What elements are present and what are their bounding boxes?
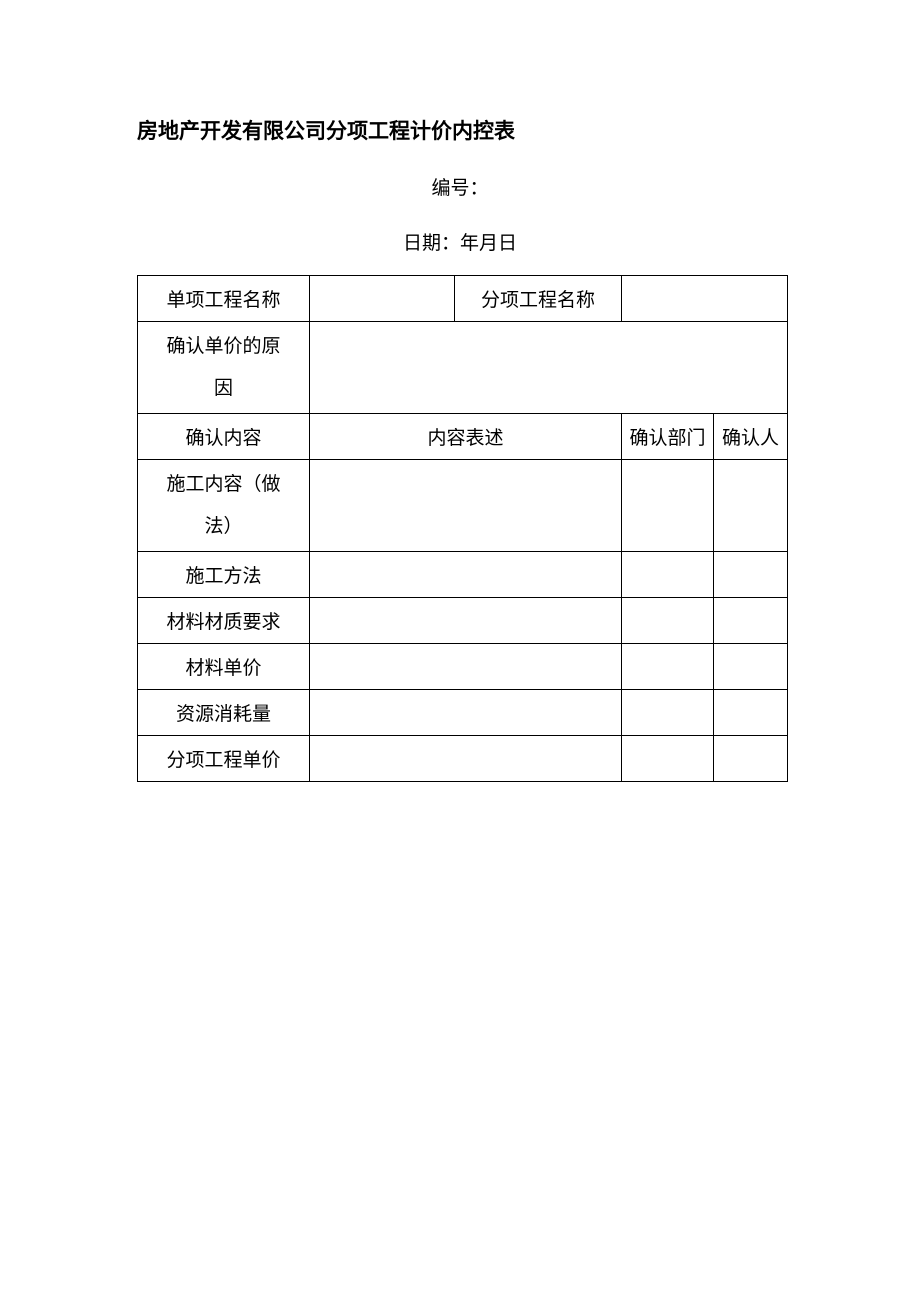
cell-confirm-content-header: 确认内容	[138, 414, 310, 460]
cell-construction-method-person	[714, 552, 788, 598]
cell-material-req-person	[714, 598, 788, 644]
cell-sub-project-name-label: 分项工程名称	[455, 276, 622, 322]
table-row: 施工内容（做法）	[138, 460, 788, 552]
form-table: 单项工程名称 分项工程名称 确认单价的原因 确认内容 内容表述 确认部门 确认人…	[137, 275, 788, 782]
table-row: 材料材质要求	[138, 598, 788, 644]
table-row: 确认内容 内容表述 确认部门 确认人	[138, 414, 788, 460]
cell-construction-method-dept	[622, 552, 714, 598]
cell-construction-content-label: 施工内容（做法）	[138, 460, 310, 552]
table-row: 施工方法	[138, 552, 788, 598]
cell-resource-consumption-label: 资源消耗量	[138, 690, 310, 736]
table-row: 单项工程名称 分项工程名称	[138, 276, 788, 322]
cell-subitem-price-dept	[622, 736, 714, 782]
cell-confirm-dept-header: 确认部门	[622, 414, 714, 460]
cell-material-price-dept	[622, 644, 714, 690]
cell-sub-project-name-value	[622, 276, 788, 322]
cell-material-req-desc	[310, 598, 622, 644]
cell-single-project-name-value	[310, 276, 455, 322]
cell-material-req-label: 材料材质要求	[138, 598, 310, 644]
cell-resource-consumption-person	[714, 690, 788, 736]
cell-material-price-label: 材料单价	[138, 644, 310, 690]
cell-material-price-person	[714, 644, 788, 690]
cell-resource-consumption-desc	[310, 690, 622, 736]
cell-confirm-person-header: 确认人	[714, 414, 788, 460]
cell-confirm-price-reason-value	[310, 322, 788, 414]
doc-number-label: 编号：	[0, 173, 920, 200]
table-row: 分项工程单价	[138, 736, 788, 782]
cell-confirm-price-reason-label: 确认单价的原因	[138, 322, 310, 414]
doc-title: 房地产开发有限公司分项工程计价内控表	[137, 115, 920, 145]
table-row: 确认单价的原因	[138, 322, 788, 414]
cell-construction-content-desc	[310, 460, 622, 552]
cell-construction-content-dept	[622, 460, 714, 552]
cell-construction-method-desc	[310, 552, 622, 598]
cell-subitem-price-desc	[310, 736, 622, 782]
cell-content-desc-header: 内容表述	[310, 414, 622, 460]
cell-resource-consumption-dept	[622, 690, 714, 736]
doc-date-label: 日期：年月日	[0, 228, 920, 255]
cell-subitem-price-label: 分项工程单价	[138, 736, 310, 782]
table-row: 资源消耗量	[138, 690, 788, 736]
cell-material-price-desc	[310, 644, 622, 690]
cell-construction-method-label: 施工方法	[138, 552, 310, 598]
cell-subitem-price-person	[714, 736, 788, 782]
cell-single-project-name-label: 单项工程名称	[138, 276, 310, 322]
cell-material-req-dept	[622, 598, 714, 644]
cell-construction-content-person	[714, 460, 788, 552]
table-row: 材料单价	[138, 644, 788, 690]
